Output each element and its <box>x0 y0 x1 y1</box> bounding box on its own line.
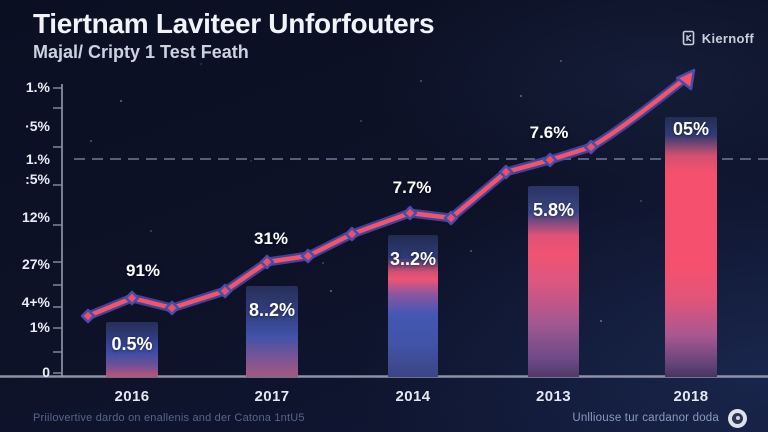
y-axis-label: 0 <box>42 364 50 380</box>
bar-2017: 8..2% <box>246 286 298 377</box>
star-dot <box>90 140 92 142</box>
bar-inside-label: 8..2% <box>248 300 296 320</box>
star-dot <box>640 200 642 202</box>
star-dot <box>120 100 122 102</box>
header-titles: Tiertnam Laviteer Unforfouters Majal/ Cr… <box>33 8 435 62</box>
y-axis-label: :5% <box>25 171 50 187</box>
footnote-left: Priilovertive dardo on enallenis and der… <box>33 412 305 424</box>
brand-logo-icon <box>682 30 696 46</box>
star-dot <box>420 80 422 82</box>
bar-2018: 05% <box>665 117 717 377</box>
bar-inside-label: 05% <box>672 119 710 139</box>
x-axis-label-2013: 2013 <box>536 388 571 405</box>
chart-title: Tiertnam Laviteer Unforfouters <box>33 8 435 39</box>
x-axis-label-2017: 2017 <box>254 388 290 405</box>
record-badge-icon <box>728 408 747 428</box>
star-dot <box>330 290 332 292</box>
star-dot <box>470 250 472 252</box>
y-axis-label: 4+% <box>21 294 50 310</box>
bar-2013: 5.8% <box>528 186 579 377</box>
footnote-right: Unlliouse tur cardanor doda <box>572 412 719 424</box>
bar-above-label: 7.7% <box>392 178 432 197</box>
y-axis-label: 27% <box>21 256 50 272</box>
footer: Priilovertive dardo on enallenis and der… <box>0 406 768 430</box>
brand-name: Kiernoff <box>701 30 754 46</box>
bar-above-label: 91% <box>125 261 161 280</box>
star-dot <box>250 160 252 162</box>
bar-inside-label: 0.5% <box>111 334 153 354</box>
star-dot <box>560 60 562 62</box>
bar-above-label: 31% <box>253 229 289 248</box>
header: Tiertnam Laviteer Unforfouters Majal/ Cr… <box>33 8 754 62</box>
star-dot <box>360 120 362 122</box>
bar-2014: 3..2% <box>388 235 438 377</box>
y-axis-label: ·5% <box>25 118 50 134</box>
brand-logo: Kiernoff <box>682 30 754 46</box>
chart-subtitle: Majal/ Cripty 1 Test Feath <box>33 42 249 62</box>
star-dot <box>322 262 324 264</box>
y-axis-label: 12% <box>21 209 50 225</box>
footnote-right-group: Unlliouse tur cardanor doda <box>572 408 747 428</box>
x-axis-label-2014: 2014 <box>395 388 431 405</box>
y-axis-label: 1% <box>29 319 50 335</box>
bar-inside-label: 5.8% <box>532 200 575 220</box>
y-axis-label: 1.% <box>25 151 50 167</box>
x-axis-label-2016: 2016 <box>114 388 150 405</box>
bar-2016: 0.5% <box>106 322 158 377</box>
star-dot <box>200 63 202 65</box>
bar-inside-label: 3..2% <box>389 249 437 269</box>
y-axis-label: 1.% <box>25 79 50 95</box>
bar-above-label: 7.6% <box>529 123 569 142</box>
star-dot <box>520 95 522 97</box>
x-axis-label-2018: 2018 <box>673 388 709 405</box>
star-dot <box>150 230 152 232</box>
star-dot <box>600 320 602 322</box>
